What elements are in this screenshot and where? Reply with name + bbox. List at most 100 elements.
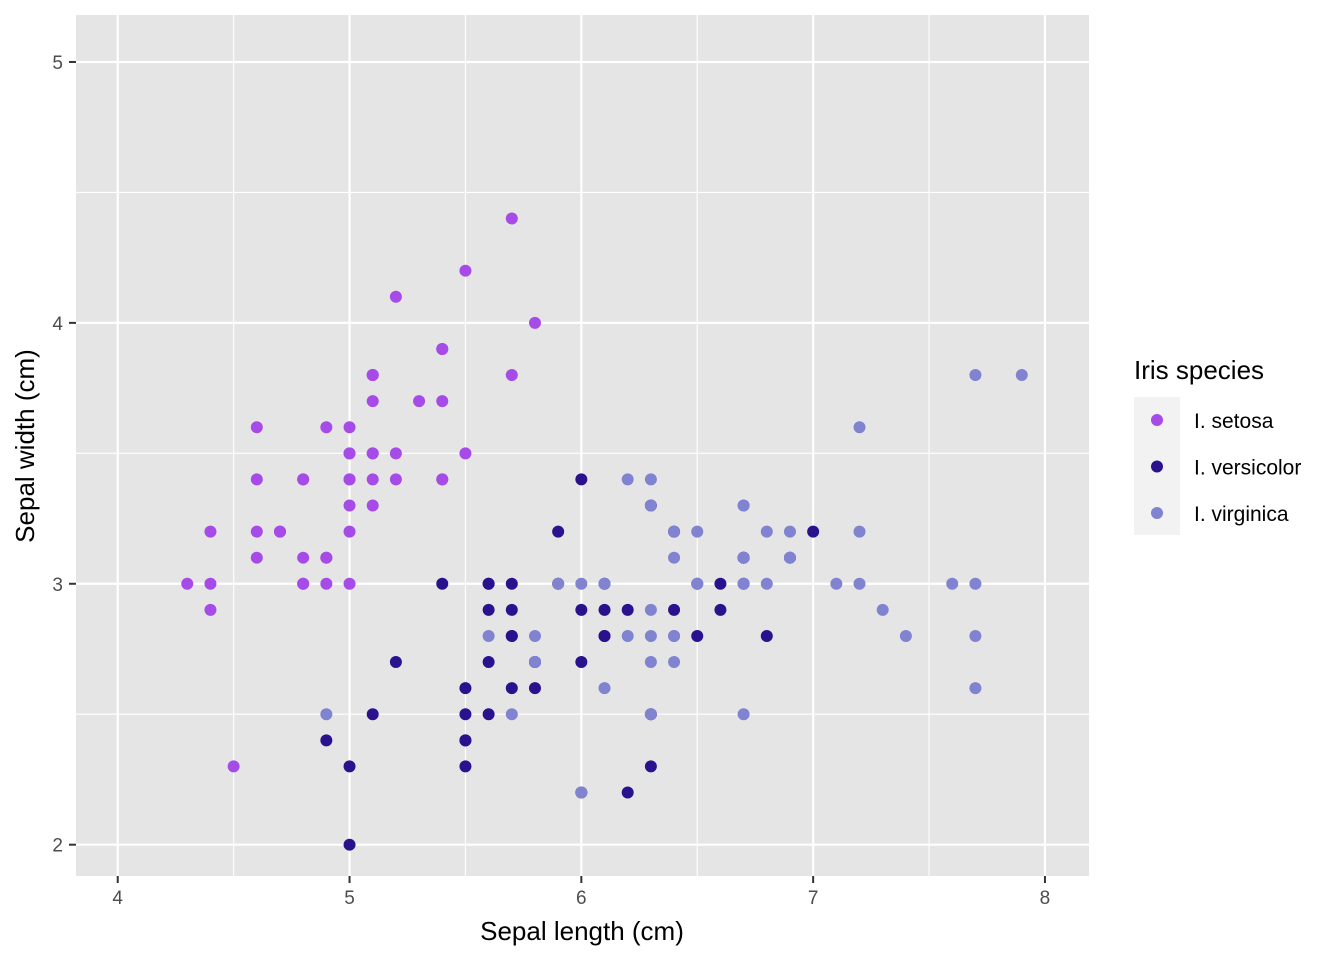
data-point — [459, 734, 472, 747]
data-point — [482, 629, 495, 642]
data-point — [389, 473, 402, 486]
data-point — [343, 499, 356, 512]
legend-label: I. virginica — [1194, 503, 1289, 526]
legend-title: Iris species — [1134, 355, 1264, 385]
y-tick-label: 5 — [52, 53, 63, 74]
data-point — [366, 473, 379, 486]
data-point — [366, 395, 379, 408]
data-point — [181, 577, 194, 590]
y-tick-label: 2 — [52, 836, 63, 857]
data-point — [552, 525, 565, 538]
data-point — [297, 473, 310, 486]
data-point — [320, 421, 333, 434]
data-point — [714, 577, 727, 590]
data-point — [505, 369, 518, 382]
data-point — [273, 525, 286, 538]
data-point — [436, 577, 449, 590]
data-point — [644, 499, 657, 512]
data-point — [297, 551, 310, 564]
data-point — [691, 525, 704, 538]
data-points — [181, 212, 1028, 851]
data-point — [575, 577, 588, 590]
data-point — [505, 629, 518, 642]
data-point — [505, 603, 518, 616]
data-point — [505, 212, 518, 225]
data-point — [644, 603, 657, 616]
data-point — [482, 708, 495, 721]
data-point — [320, 708, 333, 721]
x-axis: 4 5 6 7 8 — [112, 876, 1050, 909]
y-tick-label: 3 — [52, 575, 63, 596]
data-point — [204, 603, 217, 616]
data-point — [760, 525, 773, 538]
data-point — [876, 603, 889, 616]
data-point — [528, 682, 541, 695]
data-point — [505, 577, 518, 590]
data-point — [668, 656, 681, 669]
data-point — [413, 395, 426, 408]
data-point — [366, 447, 379, 460]
minor-gridlines — [76, 15, 1089, 876]
data-point — [343, 473, 356, 486]
data-point — [204, 577, 217, 590]
data-point — [1015, 369, 1028, 382]
data-point — [853, 421, 866, 434]
y-tick-label: 4 — [52, 314, 63, 335]
data-point — [250, 525, 263, 538]
data-point — [343, 577, 356, 590]
data-point — [459, 447, 472, 460]
data-point — [389, 656, 402, 669]
data-point — [621, 786, 634, 799]
data-point — [575, 656, 588, 669]
data-point — [436, 342, 449, 355]
data-point — [668, 551, 681, 564]
data-point — [505, 708, 518, 721]
plot-panel — [76, 15, 1089, 876]
data-point — [366, 369, 379, 382]
data-point — [459, 264, 472, 277]
data-point — [737, 499, 750, 512]
data-point — [668, 525, 681, 538]
data-point — [714, 603, 727, 616]
data-point — [459, 682, 472, 695]
data-point — [482, 656, 495, 669]
x-axis-title: Sepal length (cm) — [480, 916, 684, 946]
data-point — [737, 551, 750, 564]
data-point — [969, 577, 982, 590]
series-i-setosa — [181, 212, 541, 773]
data-point — [366, 708, 379, 721]
data-point — [343, 525, 356, 538]
data-point — [598, 629, 611, 642]
data-point — [575, 603, 588, 616]
data-point — [899, 629, 912, 642]
data-point — [552, 577, 565, 590]
data-point — [482, 577, 495, 590]
data-point — [436, 473, 449, 486]
data-point — [737, 708, 750, 721]
data-point — [204, 525, 217, 538]
data-point — [343, 760, 356, 773]
data-point — [343, 447, 356, 460]
data-point — [528, 316, 541, 329]
x-tick-label: 8 — [1040, 888, 1051, 909]
data-point — [297, 577, 310, 590]
data-point — [621, 603, 634, 616]
series-i-virginica — [320, 369, 1028, 799]
data-point — [969, 369, 982, 382]
data-point — [853, 525, 866, 538]
legend-key — [1151, 507, 1163, 519]
data-point — [644, 760, 657, 773]
legend-key — [1151, 414, 1163, 426]
data-point — [807, 525, 820, 538]
data-point — [250, 473, 263, 486]
data-point — [389, 290, 402, 303]
data-point — [366, 499, 379, 512]
legend-items: I. setosa I. versicolor I. virginica — [1151, 410, 1301, 526]
data-point — [250, 421, 263, 434]
data-point — [644, 708, 657, 721]
data-point — [343, 421, 356, 434]
data-point — [760, 629, 773, 642]
data-point — [389, 447, 402, 460]
data-point — [343, 838, 356, 851]
data-point — [227, 760, 240, 773]
